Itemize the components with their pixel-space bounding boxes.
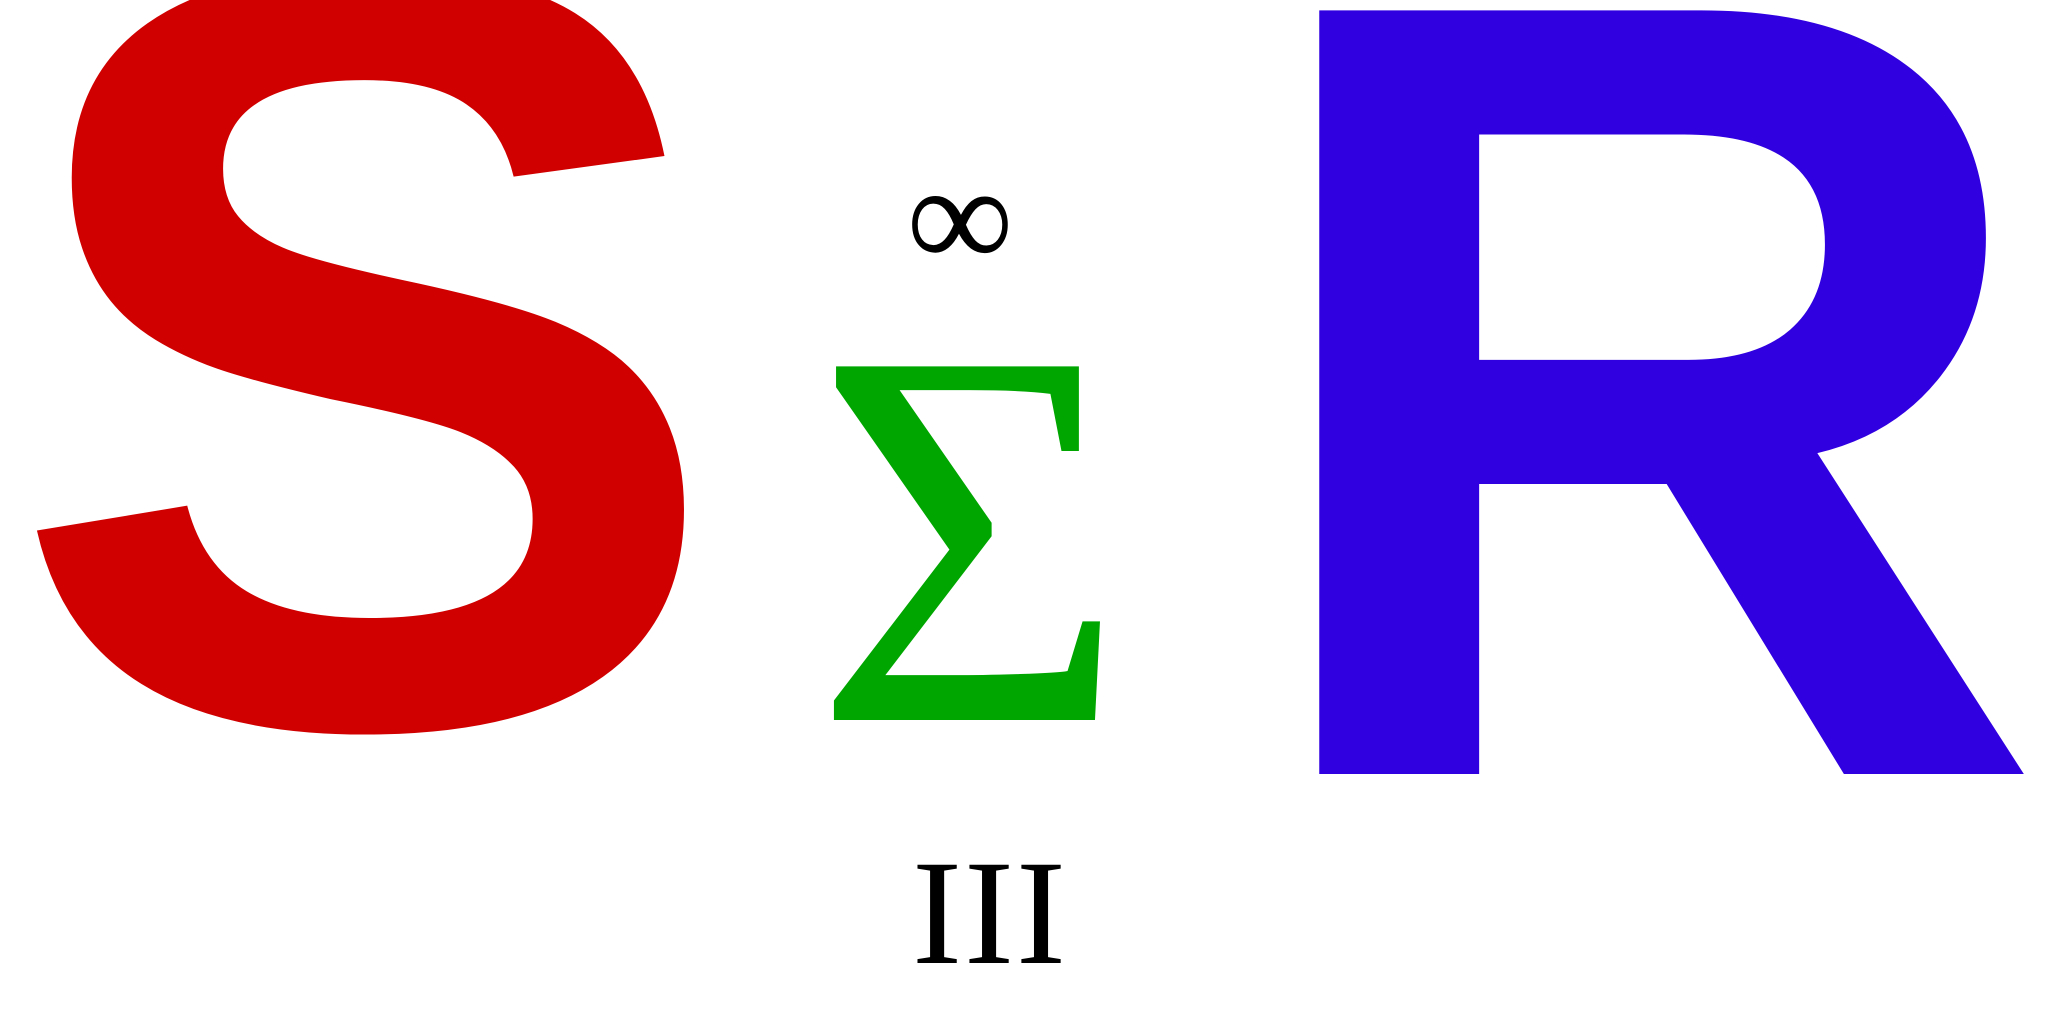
- r-letter: R: [1245, 0, 2047, 1010]
- sigma-letter: Σ: [812, 239, 1128, 837]
- infinity-symbol: ∞: [906, 135, 1014, 301]
- ser-logo: S ∞ Σ III R: [5, 0, 2047, 1010]
- roman-numeral-three: III: [912, 830, 1068, 996]
- s-letter: S: [5, 0, 727, 953]
